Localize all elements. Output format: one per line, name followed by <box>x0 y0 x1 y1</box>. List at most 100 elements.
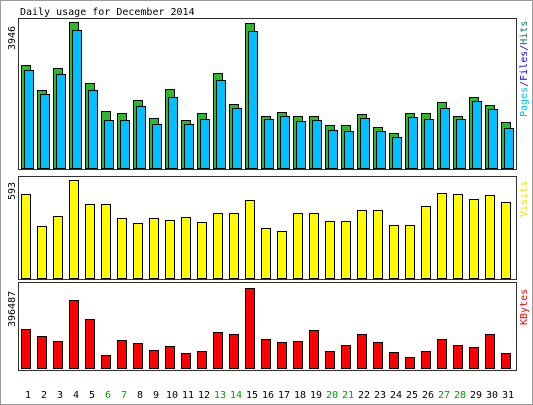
legend-separator: / <box>519 81 530 87</box>
pages-bar-day-15 <box>248 31 258 169</box>
day-label-22: 22 <box>358 390 370 401</box>
visits-bar-day-21 <box>341 221 351 279</box>
visits-bar-day-5 <box>85 204 95 279</box>
pages-bar-day-9 <box>152 124 162 169</box>
visits-bar-day-9 <box>149 218 159 279</box>
kbytes-bar-day-23 <box>373 342 383 369</box>
kbytes-bar-day-6 <box>101 355 111 369</box>
day-label-16: 16 <box>262 390 274 401</box>
pages-bar-day-17 <box>280 116 290 169</box>
day-label-20: 20 <box>326 390 338 401</box>
day-label-15: 15 <box>246 390 258 401</box>
visits-bar-day-8 <box>133 223 143 279</box>
kbytes-bar-day-31 <box>501 353 511 369</box>
visits-bar-day-3 <box>53 216 63 279</box>
day-label-21: 21 <box>342 390 354 401</box>
kbytes-bar-day-29 <box>469 347 479 369</box>
day-label-11: 11 <box>182 390 194 401</box>
pages-bar-day-29 <box>472 101 482 169</box>
pages-bar-day-28 <box>456 119 466 169</box>
day-label-10: 10 <box>166 390 178 401</box>
kbytes-bar-day-22 <box>357 334 367 369</box>
day-label-3: 3 <box>57 390 63 401</box>
pages-bar-day-6 <box>104 120 114 169</box>
day-label-29: 29 <box>470 390 482 401</box>
visits-bar-day-7 <box>117 218 127 279</box>
pages-bar-day-21 <box>344 131 354 169</box>
legend-visits: Visits <box>519 181 530 217</box>
day-label-12: 12 <box>198 390 210 401</box>
visits-bar-day-19 <box>309 213 319 279</box>
day-label-17: 17 <box>278 390 290 401</box>
visits-bar-day-29 <box>469 199 479 279</box>
pages-bar-day-23 <box>376 131 386 169</box>
day-label-7: 7 <box>121 390 127 401</box>
pages-bar-day-31 <box>504 128 514 169</box>
kbytes-max-label: 396487 <box>7 291 18 327</box>
pages-bar-day-19 <box>312 120 322 169</box>
kbytes-bar-day-1 <box>21 329 31 369</box>
pages-bar-day-27 <box>440 108 450 169</box>
day-label-2: 2 <box>41 390 47 401</box>
pages-bar-day-1 <box>24 70 34 169</box>
kbytes-bar-day-27 <box>437 339 447 369</box>
visits-bar-day-6 <box>101 204 111 279</box>
day-label-4: 4 <box>73 390 79 401</box>
pages-bar-day-20 <box>328 130 338 169</box>
day-label-19: 19 <box>310 390 322 401</box>
visits-bar-day-13 <box>213 213 223 279</box>
day-label-18: 18 <box>294 390 306 401</box>
kbytes-bar-day-19 <box>309 330 319 369</box>
visits-bar-day-17 <box>277 231 287 279</box>
kbytes-bar-day-15 <box>245 288 255 369</box>
kbytes-bar-day-25 <box>405 357 415 369</box>
pages-bar-day-26 <box>424 119 434 169</box>
day-label-28: 28 <box>454 390 466 401</box>
kbytes-bars <box>21 288 511 369</box>
kbytes-bar-day-8 <box>133 343 143 369</box>
visits-bar-day-14 <box>229 213 239 279</box>
kbytes-bar-day-26 <box>421 351 431 369</box>
visits-bar-day-25 <box>405 225 415 279</box>
kbytes-bar-day-17 <box>277 342 287 369</box>
pages-bar-day-7 <box>120 120 130 169</box>
legend-files: Files <box>519 51 530 81</box>
kbytes-bar-day-3 <box>53 341 63 369</box>
day-label-13: 13 <box>214 390 226 401</box>
kbytes-bar-day-20 <box>325 351 335 369</box>
visits-bar-day-30 <box>485 195 495 279</box>
hits-pages-bars <box>21 22 514 169</box>
visits-bar-day-2 <box>37 226 47 279</box>
pages-bar-day-24 <box>392 137 402 169</box>
visits-bar-day-15 <box>245 200 255 279</box>
kbytes-bar-day-12 <box>197 351 207 369</box>
visits-bar-day-23 <box>373 210 383 279</box>
day-label-23: 23 <box>374 390 386 401</box>
day-label-9: 9 <box>153 390 159 401</box>
kbytes-bar-day-28 <box>453 345 463 369</box>
pages-bar-day-30 <box>488 109 498 169</box>
visits-bar-day-1 <box>21 194 31 279</box>
day-label-24: 24 <box>390 390 402 401</box>
visits-bar-day-11 <box>181 217 191 279</box>
visits-bar-day-24 <box>389 225 399 279</box>
kbytes-bar-day-24 <box>389 352 399 369</box>
pages-bar-day-11 <box>184 124 194 169</box>
pages-bar-day-22 <box>360 118 370 169</box>
pages-bar-day-14 <box>232 108 242 169</box>
kbytes-bar-day-14 <box>229 334 239 369</box>
day-label-14: 14 <box>230 390 242 401</box>
visits-bar-day-16 <box>261 228 271 279</box>
pages-bar-day-12 <box>200 119 210 169</box>
kbytes-bar-day-5 <box>85 319 95 369</box>
hits-max-label: 3946 <box>7 26 18 50</box>
pages-bar-day-18 <box>296 121 306 169</box>
chart-title: Daily usage for December 2014 <box>20 7 195 18</box>
kbytes-bar-day-16 <box>261 339 271 369</box>
day-label-26: 26 <box>422 390 434 401</box>
day-label-8: 8 <box>137 390 143 401</box>
visits-bar-day-12 <box>197 222 207 279</box>
pages-bar-day-13 <box>216 80 226 169</box>
kbytes-bar-day-2 <box>37 336 47 369</box>
kbytes-bar-day-13 <box>213 332 223 369</box>
